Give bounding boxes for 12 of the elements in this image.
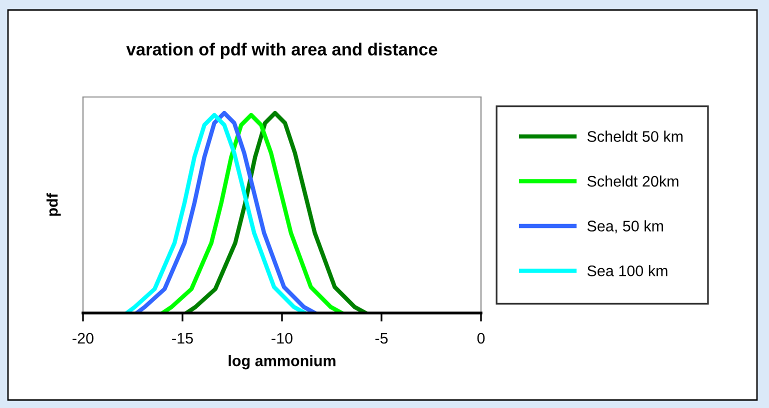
x-tick-label: -20 xyxy=(72,332,94,344)
legend-label: Sea 100 km xyxy=(587,265,668,276)
x-tick-label: -15 xyxy=(172,333,193,344)
legend-label: Sea, 50 km xyxy=(587,220,664,234)
legend-label: Scheldt 50 km xyxy=(587,130,683,142)
chart-title: varation of pdf with area and distance xyxy=(126,42,438,59)
y-axis-title: pdf xyxy=(46,193,61,216)
legend-label: Scheldt 20km xyxy=(587,175,678,187)
x-tick-label: 0 xyxy=(477,332,485,344)
x-tick-label: -5 xyxy=(375,333,388,344)
x-axis-title: log ammonium xyxy=(228,355,336,370)
x-tick-label: -10 xyxy=(272,332,292,344)
